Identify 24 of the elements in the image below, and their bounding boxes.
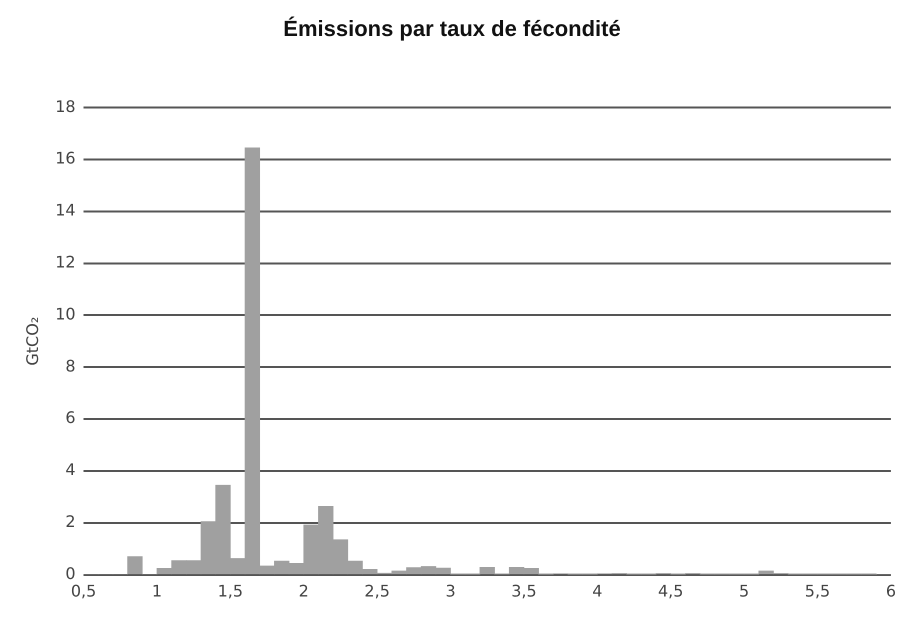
x-tick-label: 2 [298, 582, 309, 601]
y-tick-label: 14 [55, 200, 76, 220]
x-tick-label: 5,5 [804, 582, 830, 601]
y-axis-title: GtCO₂ [22, 316, 42, 366]
x-tick-label: 5 [739, 582, 750, 601]
y-tick-label: 8 [65, 356, 76, 376]
x-tick-label: 3 [445, 582, 456, 601]
x-tick-label: 4,5 [658, 582, 684, 601]
y-tick-label: 6 [65, 408, 76, 428]
y-tick-label: 2 [65, 512, 76, 532]
x-tick-label: 4 [592, 582, 602, 601]
y-tick-label: 4 [65, 460, 76, 480]
y-tick-label: 16 [55, 148, 76, 168]
y-tick-label: 18 [55, 96, 76, 116]
y-tick-label: 10 [55, 304, 76, 324]
x-tick-label: 1 [152, 582, 162, 601]
x-tick-label: 6 [886, 582, 896, 601]
x-tick-label: 0,5 [70, 582, 96, 601]
chart-title: Émissions par taux de fécondité [282, 16, 622, 42]
x-tick-label: 1,5 [218, 582, 244, 601]
x-tick-label: 2,5 [364, 582, 390, 601]
y-tick-label: 12 [55, 252, 76, 272]
y-tick-label: 0 [65, 564, 76, 583]
x-tick-label: 3,5 [511, 582, 537, 601]
